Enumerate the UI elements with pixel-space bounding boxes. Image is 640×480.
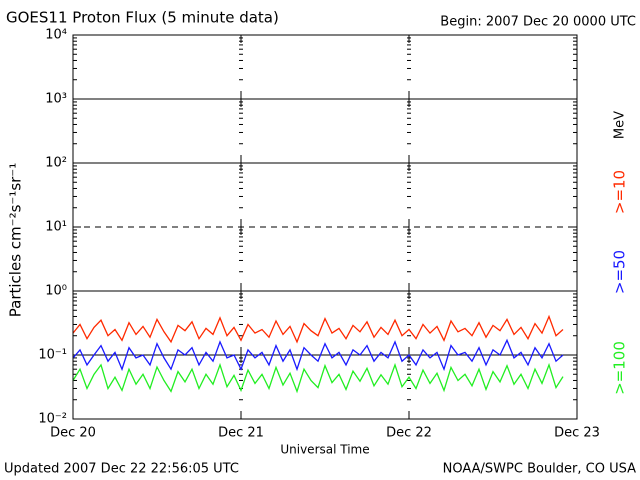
- x-tick-label: Dec 23: [554, 426, 600, 441]
- y-axis-label: Particles cm⁻²s⁻¹sr⁻¹: [7, 163, 25, 317]
- data-line: [72, 338, 564, 372]
- y-tick-label: 10⁻²: [38, 412, 67, 427]
- legend-unit: MeV: [613, 111, 628, 139]
- y-tick-label: 10⁻¹: [38, 348, 67, 363]
- footer-right: NOAA/SWPC Boulder, CO USA: [443, 462, 636, 477]
- y-tick-label: 10³: [45, 92, 67, 107]
- y-tick-label: 10⁰: [45, 284, 67, 299]
- chart-title: GOES11 Proton Flux (5 minute data): [6, 9, 279, 27]
- legend-label: >=10: [611, 170, 629, 214]
- data-line: [72, 362, 564, 394]
- x-tick-label: Dec 21: [218, 426, 264, 441]
- plot-frame: [72, 34, 578, 420]
- data-line: [72, 314, 564, 344]
- x-tick-label: Dec 20: [50, 426, 96, 441]
- y-tick-label: 10⁴: [45, 28, 67, 43]
- x-axis-label: Universal Time: [280, 443, 369, 457]
- y-tick-label: 10¹: [45, 220, 67, 235]
- footer-left: Updated 2007 Dec 22 22:56:05 UTC: [4, 462, 239, 477]
- legend-label: >=50: [611, 250, 629, 294]
- x-tick-label: Dec 22: [386, 426, 432, 441]
- chart-subtitle: Begin: 2007 Dec 20 0000 UTC: [440, 15, 636, 30]
- legend-label: >=100: [611, 341, 629, 395]
- y-tick-label: 10²: [45, 156, 67, 171]
